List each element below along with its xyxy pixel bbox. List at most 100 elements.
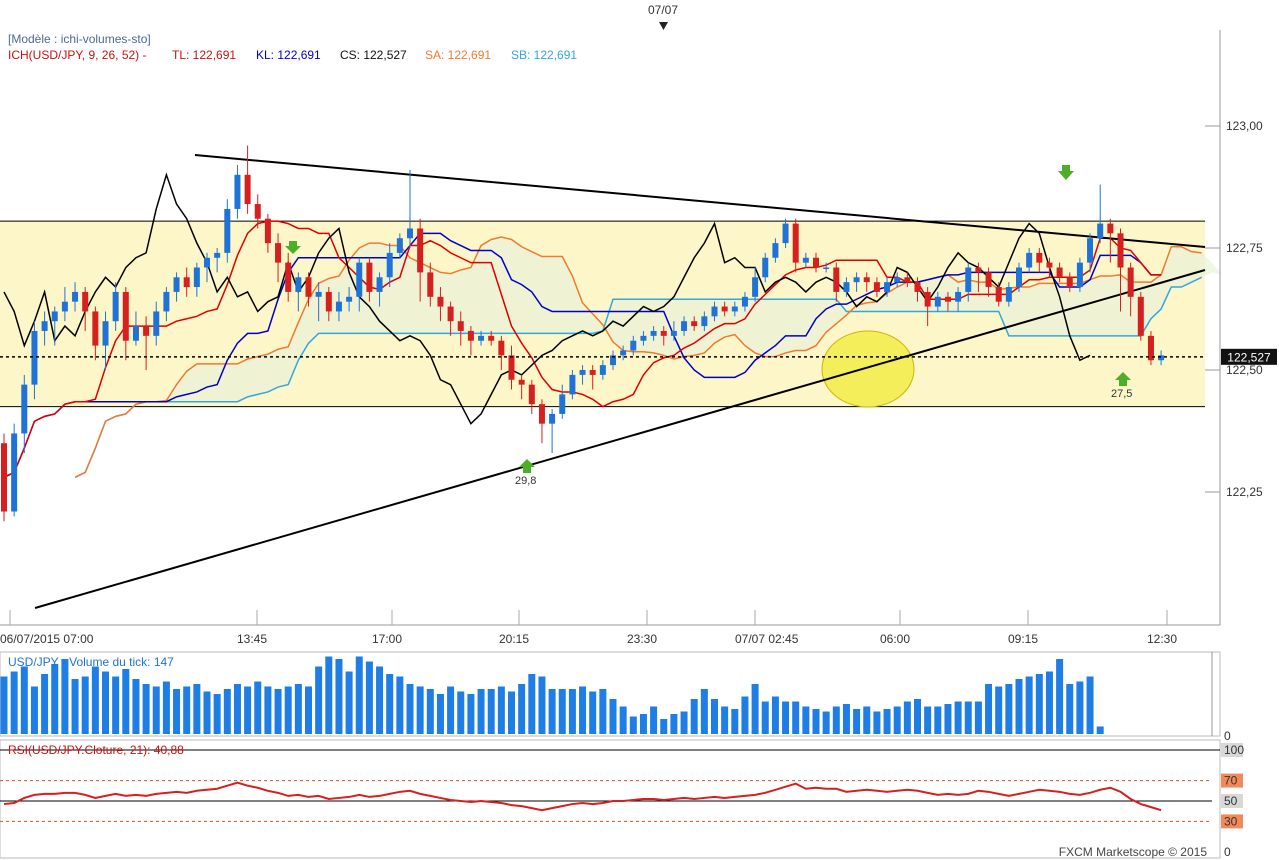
candle-body	[356, 262, 363, 297]
volume-bar	[1076, 681, 1084, 734]
time-tick-label: 06:00	[880, 632, 910, 646]
candle-body	[894, 277, 901, 283]
time-tick-label: 12:30	[1147, 632, 1177, 646]
rsi-tick-bg	[1221, 845, 1243, 859]
volume-bar	[508, 691, 515, 734]
volume-bar	[690, 699, 698, 734]
candle-body	[1107, 223, 1114, 234]
volume-axis-zero: 0	[1224, 729, 1231, 743]
volume-bar	[782, 701, 790, 734]
senkou-a-line	[74, 236, 1202, 479]
candle-body	[82, 291, 89, 312]
candle-body	[731, 306, 738, 312]
volume-bar	[436, 694, 444, 734]
candle-body	[417, 228, 424, 273]
candle-body	[620, 350, 627, 356]
candle-body	[802, 257, 809, 263]
rsi-tick-bg	[1221, 814, 1243, 829]
candle-body	[41, 321, 48, 331]
volume-title: USD/JPY - Volume du tick: 147	[8, 655, 174, 669]
volume-bar	[254, 681, 262, 734]
rsi-tick-bg	[1221, 794, 1243, 808]
candle-body	[599, 365, 606, 375]
volume-bar	[376, 666, 384, 734]
ichimoku-cloud	[75, 237, 1233, 478]
candle-body	[833, 267, 840, 292]
volume-bar	[112, 676, 120, 734]
volume-bar	[416, 686, 424, 734]
volume-bar	[528, 674, 536, 734]
volume-bar	[447, 686, 455, 734]
candle-body	[589, 370, 596, 375]
tl-label: TL: 122,691	[172, 48, 236, 62]
volume-bar	[518, 684, 526, 734]
candle-body	[173, 277, 180, 292]
volume-bar	[944, 704, 952, 734]
candle-body	[782, 223, 789, 244]
volume-bar	[954, 701, 962, 734]
sa-label: SA: 122,691	[425, 48, 491, 62]
volume-bar	[903, 701, 911, 734]
up-arrow-icon	[1115, 372, 1131, 386]
candle-body	[132, 326, 139, 341]
candle-body	[285, 262, 292, 292]
candle-body	[427, 272, 434, 297]
volume-bar	[325, 656, 333, 734]
candle-body	[691, 321, 698, 327]
candle-body	[640, 335, 647, 341]
volume-bar	[1025, 676, 1033, 734]
price-tick-label: 123,00	[1226, 119, 1263, 133]
candle-body	[224, 208, 231, 253]
candle-body	[650, 330, 657, 336]
candle-body	[934, 296, 941, 307]
volume-bar	[1035, 674, 1043, 734]
candle-body	[670, 330, 677, 336]
candle-body	[396, 238, 403, 253]
volume-bar	[193, 684, 201, 734]
volume-bar	[41, 674, 49, 734]
rsi-panel	[0, 739, 1221, 859]
volume-bar	[1045, 671, 1053, 734]
candle-body	[1087, 238, 1094, 263]
indicator-prefix: ICH(USD/JPY, 9, 26, 52) -	[8, 48, 147, 62]
volume-bar	[639, 714, 647, 734]
volume-bar	[142, 684, 150, 734]
candle-body	[1056, 267, 1063, 278]
candle-body	[985, 272, 992, 288]
candle-body	[244, 174, 251, 205]
candle-body	[437, 296, 444, 307]
candle-body	[1137, 296, 1144, 336]
volume-bar	[1056, 659, 1064, 734]
volume-bar	[294, 684, 302, 734]
volume-bar	[162, 681, 170, 734]
candle-body	[528, 384, 535, 405]
volume-bar	[1086, 676, 1094, 734]
candle-body	[1036, 252, 1043, 263]
volume-bar	[680, 711, 688, 734]
volume-bar	[477, 689, 485, 734]
candle-body	[72, 291, 79, 302]
volume-bar	[914, 699, 921, 734]
trend-lines	[34, 154, 1206, 609]
volume-bar	[873, 711, 881, 734]
low-annotation: 29,8	[515, 475, 536, 487]
candle-body	[569, 374, 576, 395]
candle-body	[610, 355, 616, 366]
candle-body	[741, 296, 748, 307]
time-tick-label: 13:45	[237, 632, 267, 646]
candle-body	[335, 301, 342, 312]
volume-bar	[122, 669, 130, 734]
down-arrow-icon	[1058, 165, 1074, 180]
model-line: [Modèle : ichi-volumes-sto]	[8, 32, 151, 46]
candle-body	[122, 291, 129, 341]
candle-body	[559, 394, 566, 414]
rsi-axis: 100 70 50 30 0	[1221, 743, 1244, 859]
volume-bar	[568, 689, 576, 734]
highlight-ellipse	[821, 330, 915, 408]
cs-label: CS: 122,527	[340, 48, 407, 62]
candle-body	[295, 277, 302, 292]
candle-body	[1117, 233, 1124, 268]
candle-body	[498, 340, 505, 356]
volume-bar	[721, 706, 729, 734]
rsi-levels	[0, 749, 1220, 822]
